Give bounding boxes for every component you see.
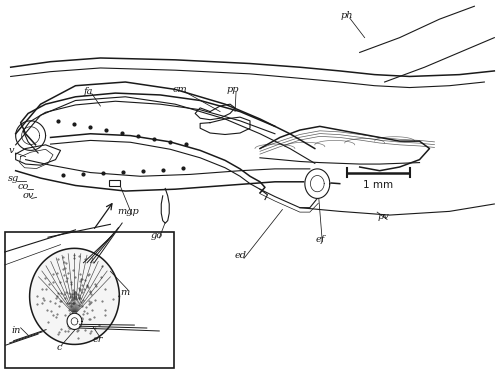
Polygon shape: [30, 248, 120, 344]
Text: v: v: [9, 146, 15, 155]
Text: 1 mm: 1 mm: [363, 180, 393, 190]
Text: ov: ov: [22, 191, 34, 200]
Polygon shape: [67, 313, 82, 329]
Text: er: er: [92, 335, 103, 345]
Text: cm: cm: [173, 85, 188, 94]
Polygon shape: [305, 169, 330, 198]
Bar: [110, 180, 120, 186]
Text: mgp: mgp: [117, 207, 138, 216]
Bar: [4, 232, 174, 368]
Text: m: m: [120, 288, 130, 297]
Text: sg: sg: [8, 174, 19, 183]
Text: c: c: [57, 343, 62, 352]
Text: ef: ef: [315, 234, 324, 244]
Text: pp: pp: [226, 85, 239, 94]
Text: ph: ph: [341, 11, 353, 20]
Text: co: co: [18, 182, 29, 191]
Text: ed: ed: [235, 251, 247, 260]
Text: fa: fa: [83, 87, 92, 96]
Text: go: go: [150, 231, 162, 240]
Text: in: in: [12, 326, 22, 335]
Text: pv: pv: [378, 213, 390, 221]
